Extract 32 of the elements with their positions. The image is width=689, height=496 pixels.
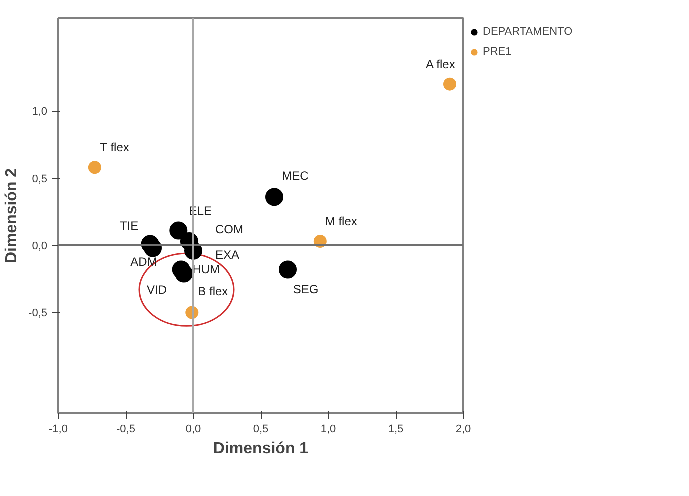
annotation: VID	[147, 282, 168, 297]
point	[170, 222, 188, 240]
y-tick-label: 0,5	[32, 173, 48, 186]
legend-label: PRE1	[483, 46, 512, 58]
point	[266, 188, 284, 206]
annotation: MEC	[282, 169, 310, 184]
x-tick-label: 0,0	[186, 424, 202, 436]
annotation: A flex	[426, 57, 456, 72]
x-tick-label: 0,5	[253, 424, 269, 436]
legend-label: DEPARTAMENTO	[483, 26, 573, 38]
point	[88, 161, 102, 174]
x-tick-label: -0,5	[116, 424, 136, 436]
x-tick-label: 2,0	[456, 424, 472, 436]
annotation: SEG	[293, 282, 319, 297]
y-axis-title: Dimensión 2	[4, 168, 21, 264]
x-tick-label: 1,5	[388, 424, 404, 436]
annotation: TIE	[120, 219, 139, 234]
point	[175, 264, 194, 283]
annotation: COM	[215, 222, 244, 237]
x-tick-label: -1,0	[49, 424, 68, 436]
annotation: B flex	[198, 284, 228, 299]
y-tick-label: -0,5	[28, 308, 48, 320]
annotation: M flex	[325, 214, 358, 229]
annotation: T flex	[100, 140, 130, 155]
x-axis-title: Dimensión 1	[213, 440, 309, 458]
y-tick-label: 1,0	[32, 106, 48, 118]
x-tick-label: 1,0	[320, 424, 336, 436]
annotation: ADM	[130, 255, 158, 270]
y-tick-label: 0,0	[32, 240, 48, 253]
point	[279, 260, 297, 279]
annotation: EXA	[215, 248, 240, 262]
point	[444, 78, 456, 91]
